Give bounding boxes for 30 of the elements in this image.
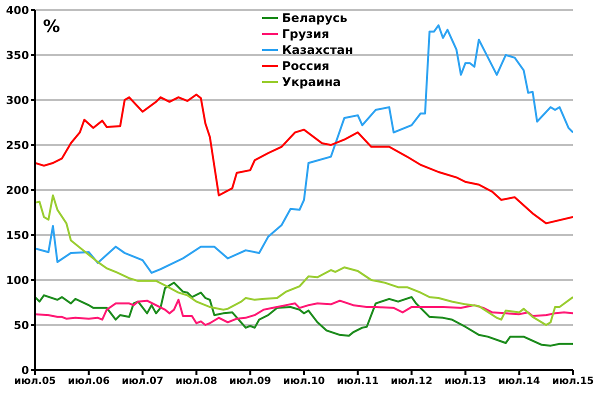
x-tick-label: июл.10 xyxy=(283,376,325,388)
x-tick-label: июл.09 xyxy=(229,376,272,388)
y-tick-label: 200 xyxy=(6,184,30,197)
y-tick-label: 50 xyxy=(14,318,30,332)
y-tick-label: 350 xyxy=(6,48,30,62)
legend-label: Россия xyxy=(282,59,330,74)
legend-label: Беларусь xyxy=(282,11,348,26)
x-tick-label: июл.11 xyxy=(336,376,379,388)
x-tick-label: июл.13 xyxy=(444,376,486,388)
y-tick-label: 250 xyxy=(6,138,30,152)
y-tick-label: 300 xyxy=(6,94,30,107)
x-tick-label: июл.08 xyxy=(176,376,218,388)
legend-label: Грузия xyxy=(282,27,330,42)
y-tick-label: 150 xyxy=(6,228,30,242)
x-tick-label: июл.14 xyxy=(498,376,540,388)
x-tick-label: июл.06 xyxy=(68,376,110,388)
legend-label: Казахстан xyxy=(282,43,354,58)
x-tick-label: июл.05 xyxy=(14,376,56,388)
legend-label: Украина xyxy=(282,75,341,90)
y-axis-title: % xyxy=(43,17,60,37)
line-series xyxy=(35,194,573,326)
y-tick-label: 100 xyxy=(6,274,30,287)
x-tick-label: июл.15 xyxy=(552,376,594,388)
y-tick-label: 0 xyxy=(21,364,30,377)
line-series xyxy=(35,282,573,347)
line-series xyxy=(35,94,573,224)
x-tick-label: июл.12 xyxy=(390,376,433,388)
line-series xyxy=(35,298,573,326)
x-tick-label: июл.07 xyxy=(122,376,164,388)
y-tick-label: 400 xyxy=(6,4,30,17)
